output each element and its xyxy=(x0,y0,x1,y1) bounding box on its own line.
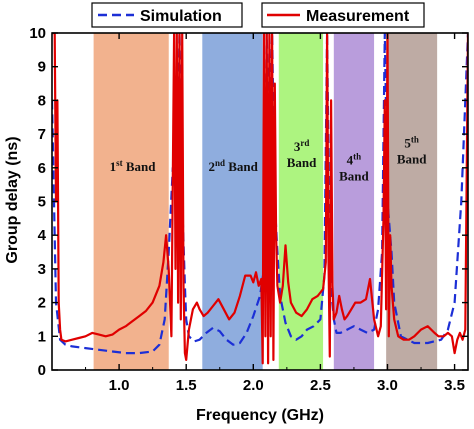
x-tick-label: 3.0 xyxy=(377,377,398,394)
legend: Simulation Measurement xyxy=(91,2,425,28)
y-tick-label: 1 xyxy=(38,328,46,345)
y-tick-label: 9 xyxy=(38,59,46,76)
y-tick-label: 0 xyxy=(38,362,46,379)
legend-simulation-label: Simulation xyxy=(140,8,222,25)
band-2-label: 2nd Band xyxy=(208,158,258,174)
band-1-region xyxy=(93,33,169,370)
x-tick-label: 2.5 xyxy=(310,377,331,394)
band-5-label: 5th Band xyxy=(397,135,427,167)
y-tick-label: 3 xyxy=(38,261,46,278)
x-tick-label: 3.5 xyxy=(444,377,465,394)
band-3-label: 3rd Band xyxy=(287,138,317,170)
series-lines xyxy=(52,33,468,365)
band-4-region xyxy=(333,33,375,370)
y-axis-title: Group delay (ns) xyxy=(4,136,21,263)
band-labels: 1st Band 2nd Band 3rd Band 4th Band 5th Band xyxy=(110,135,428,184)
y-tick-label: 6 xyxy=(38,160,46,177)
band-3-region xyxy=(278,33,324,370)
band-2-region xyxy=(202,33,263,370)
y-tick-label: 2 xyxy=(38,295,46,312)
y-tick-label: 10 xyxy=(29,25,46,42)
legend-measurement-box xyxy=(261,2,425,28)
y-tick-label: 4 xyxy=(38,227,47,244)
x-tick-label: 2.0 xyxy=(243,377,264,394)
y-tick-label: 8 xyxy=(38,92,46,109)
band-1-label: 1st Band xyxy=(110,158,157,174)
axis-ticks: 1.0 1.5 2.0 2.5 3.0 3.5 0 1 2 3 4 5 6 7 8 9 10 xyxy=(29,25,469,394)
y-tick-label: 7 xyxy=(38,126,46,143)
band-4-label: 4th Band xyxy=(339,151,369,183)
measurement-line xyxy=(52,33,468,365)
y-tick-label: 5 xyxy=(38,194,46,211)
legend-measurement-label: Measurement xyxy=(306,8,410,25)
x-tick-label: 1.5 xyxy=(176,377,197,394)
x-axis-title: Frequency (GHz) xyxy=(196,407,324,424)
x-tick-label: 1.0 xyxy=(109,377,130,394)
